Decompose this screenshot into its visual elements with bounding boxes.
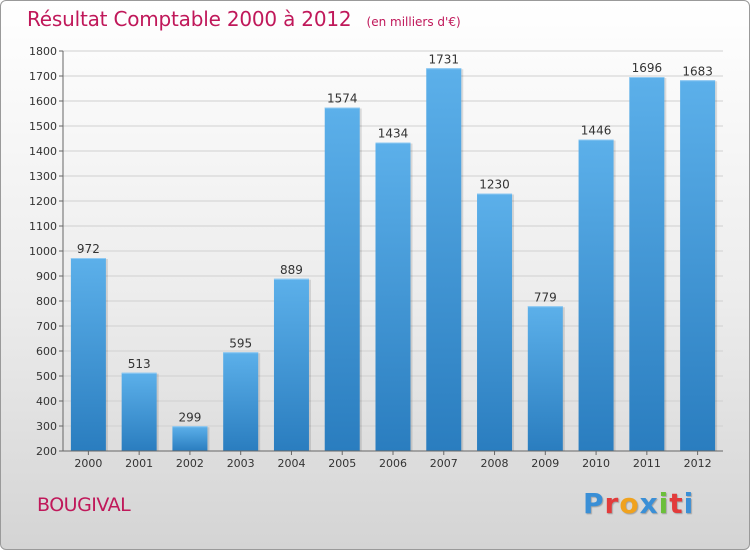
brand-logo-letter: x (639, 487, 659, 520)
data-label: 972 (77, 242, 100, 256)
y-tick-label: 1800 (29, 45, 57, 58)
data-label: 1446 (581, 124, 612, 138)
x-tick-label: 2008 (481, 457, 509, 470)
x-tick-label: 2010 (582, 457, 610, 470)
brand-logo-letter: i (658, 487, 670, 520)
y-tick-label: 1400 (29, 145, 57, 158)
bar (172, 426, 208, 451)
y-tick-label: 400 (36, 395, 57, 408)
data-label: 779 (534, 290, 557, 304)
data-label: 1683 (682, 64, 713, 78)
bar (273, 278, 309, 451)
bar (121, 372, 157, 451)
brand-logo: Proxiti (583, 487, 694, 520)
y-tick-label: 600 (36, 345, 57, 358)
brand-logo-letter: r (604, 487, 620, 520)
chart-title: Résultat Comptable 2000 à 2012 (27, 7, 352, 31)
bar (527, 306, 563, 451)
bar (477, 193, 513, 451)
bar (70, 258, 106, 451)
data-label: 299 (178, 410, 201, 424)
data-label: 889 (280, 263, 303, 277)
x-tick-label: 2006 (379, 457, 407, 470)
brand-logo-letter: i (683, 487, 695, 520)
y-tick-label: 1600 (29, 95, 57, 108)
y-tick-label: 1500 (29, 120, 57, 133)
x-tick-label: 2007 (430, 457, 458, 470)
x-tick-label: 2000 (74, 457, 102, 470)
brand-logo-letter: o (619, 487, 640, 520)
x-tick-label: 2009 (531, 457, 559, 470)
data-label: 1731 (428, 52, 459, 66)
y-tick-label: 1100 (29, 220, 57, 233)
y-tick-label: 900 (36, 270, 57, 283)
data-label: 1696 (632, 61, 663, 75)
place-name: BOUGIVAL (37, 494, 131, 516)
data-label: 1230 (479, 178, 510, 192)
x-tick-label: 2005 (328, 457, 356, 470)
bar (578, 139, 614, 451)
bar (324, 107, 360, 451)
y-tick-label: 1300 (29, 170, 57, 183)
x-tick-label: 2001 (125, 457, 153, 470)
bar (426, 68, 462, 451)
y-tick-label: 1200 (29, 195, 57, 208)
y-tick-label: 500 (36, 370, 57, 383)
brand-logo-letter: t (669, 487, 684, 520)
x-tick-label: 2011 (633, 457, 661, 470)
chart-subtitle: (en milliers d'€) (366, 15, 461, 29)
x-tick-label: 2002 (176, 457, 204, 470)
y-tick-label: 1700 (29, 70, 57, 83)
x-tick-label: 2003 (227, 457, 255, 470)
x-tick-label: 2004 (277, 457, 305, 470)
bar (223, 352, 259, 451)
bar (375, 142, 411, 451)
brand-logo-letter: P (583, 487, 605, 520)
x-tick-label: 2012 (684, 457, 712, 470)
bar-layer: 972 513 299 595 889 1574 1434 1731 1230 779 1446 16… (70, 52, 718, 451)
bar (680, 80, 716, 451)
bar (629, 77, 665, 451)
y-tick-label: 1000 (29, 245, 57, 258)
y-tick-label: 200 (36, 445, 57, 458)
data-label: 595 (229, 336, 252, 350)
y-tick-label: 800 (36, 295, 57, 308)
axis-layer: 200 300 400 500 600 700 800 900 1000 1100 1200 1300… (29, 45, 723, 470)
data-label: 1434 (378, 127, 409, 141)
data-label: 513 (128, 357, 151, 371)
y-tick-label: 300 (36, 420, 57, 433)
y-tick-label: 700 (36, 320, 57, 333)
title-row: Résultat Comptable 2000 à 2012 (en milli… (27, 7, 461, 31)
data-label: 1574 (327, 92, 358, 106)
